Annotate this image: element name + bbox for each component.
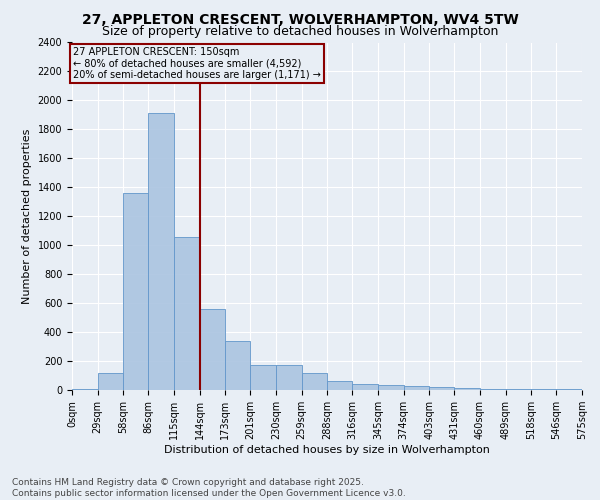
Bar: [174, 237, 200, 390]
Bar: [226, 342, 250, 390]
Y-axis label: Number of detached properties: Number of detached properties: [22, 128, 32, 304]
Bar: [378, 385, 404, 390]
Bar: [98, 372, 124, 390]
Text: Size of property relative to detached houses in Wolverhampton: Size of property relative to detached ho…: [102, 25, 498, 38]
Bar: [200, 309, 226, 390]
X-axis label: Distribution of detached houses by size in Wolverhampton: Distribution of detached houses by size …: [164, 445, 490, 455]
Bar: [250, 366, 276, 390]
Bar: [148, 114, 174, 390]
Bar: [124, 193, 148, 390]
Text: Contains HM Land Registry data © Crown copyright and database right 2025.
Contai: Contains HM Land Registry data © Crown c…: [12, 478, 406, 498]
Bar: [404, 386, 430, 390]
Text: 27, APPLETON CRESCENT, WOLVERHAMPTON, WV4 5TW: 27, APPLETON CRESCENT, WOLVERHAMPTON, WV…: [82, 12, 518, 26]
Bar: [328, 380, 352, 390]
Bar: [352, 384, 378, 390]
Bar: [302, 374, 328, 390]
Bar: [454, 388, 480, 390]
Bar: [430, 387, 454, 390]
Text: 27 APPLETON CRESCENT: 150sqm
← 80% of detached houses are smaller (4,592)
20% of: 27 APPLETON CRESCENT: 150sqm ← 80% of de…: [73, 47, 321, 80]
Bar: [72, 388, 98, 390]
Bar: [276, 366, 302, 390]
